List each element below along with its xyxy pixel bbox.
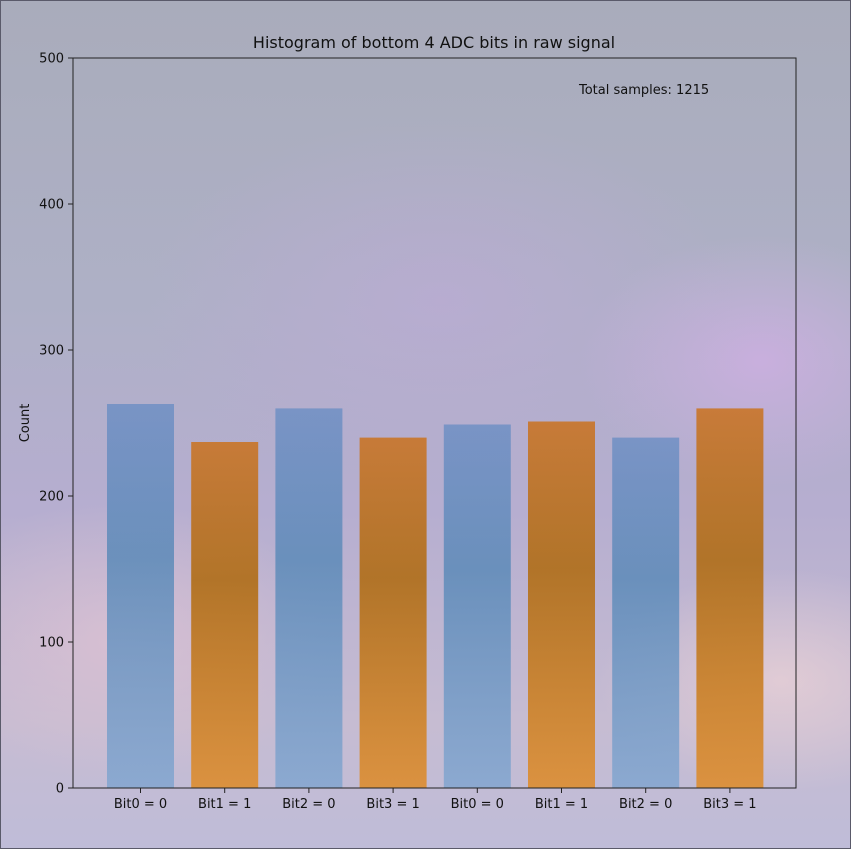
bar-5 [528,421,595,788]
bar-6 [612,437,680,788]
y-tick-label: 100 [39,636,64,651]
bar-1 [191,442,259,788]
bar-7 [696,408,764,788]
bars-group [107,404,764,788]
y-tick-label: 0 [56,782,64,797]
x-tick-label: Bit1 = 1 [535,797,588,812]
x-tick-label: Bit2 = 0 [619,797,672,812]
bar-0 [107,404,174,788]
chart-title: Histogram of bottom 4 ADC bits in raw si… [253,33,615,52]
x-axis: Bit0 = 0 Bit1 = 1 Bit2 = 0 Bit3 = 1 Bit0 = 0… [114,788,757,812]
x-tick-label: Bit0 = 0 [114,797,167,812]
y-tick-label: 300 [39,344,64,359]
y-axis: 0 100 200 300 400 500 [39,52,73,797]
y-axis-label: Count [18,404,33,443]
x-tick-label: Bit0 = 0 [451,797,504,812]
y-tick-label: 500 [39,52,64,67]
plot-area-frame [72,57,797,789]
bar-2 [275,408,343,788]
bar-4 [443,424,511,788]
y-tick-label: 200 [39,490,64,505]
x-tick-label: Bit3 = 1 [366,797,419,812]
total-samples-annotation: Total samples: 1215 [578,83,709,98]
x-tick-label: Bit3 = 1 [703,797,756,812]
x-tick-label: Bit1 = 1 [198,797,251,812]
y-tick-label: 400 [39,198,64,213]
x-tick-label: Bit2 = 0 [282,797,335,812]
bar-3 [359,437,427,788]
